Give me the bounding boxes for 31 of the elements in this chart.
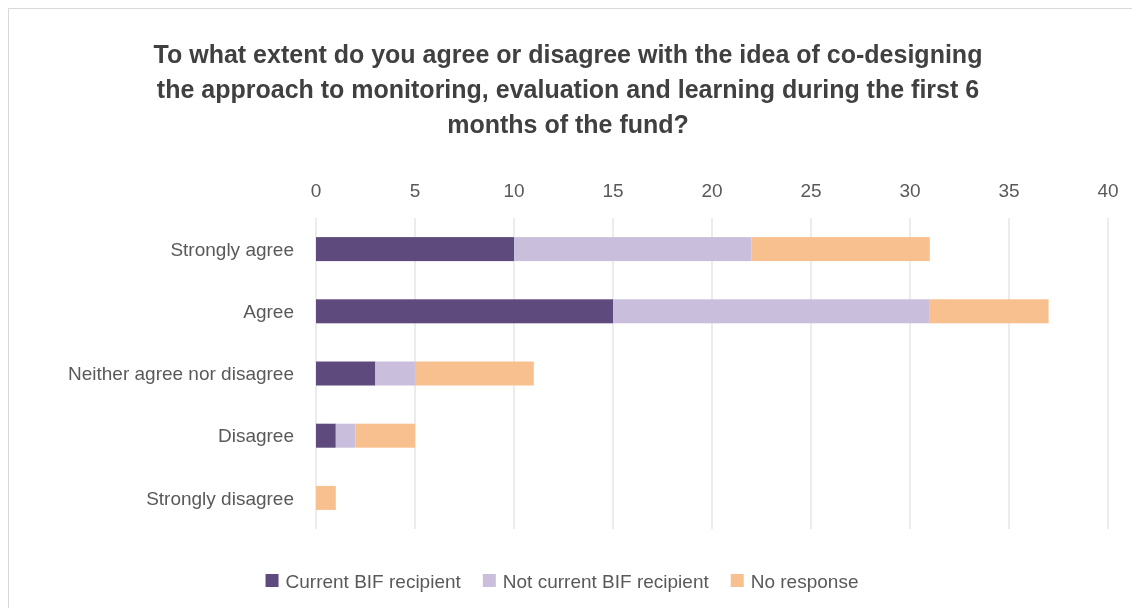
y-tick-label: Agree bbox=[243, 300, 294, 322]
bar bbox=[415, 361, 534, 386]
bar bbox=[355, 423, 415, 448]
x-tick-label: 40 bbox=[1097, 180, 1119, 201]
bar bbox=[375, 361, 415, 386]
bar bbox=[316, 485, 336, 510]
legend-label: Not current BIF recipient bbox=[502, 570, 710, 592]
y-tick-label: Neither agree nor disagree bbox=[67, 363, 294, 385]
bar bbox=[316, 299, 613, 324]
legend-label: Current BIF recipient bbox=[285, 570, 462, 592]
y-tick-label: Disagree bbox=[217, 425, 294, 447]
legend-label: No response bbox=[750, 570, 859, 592]
y-tick-label: Strongly disagree bbox=[146, 487, 294, 509]
bar bbox=[335, 423, 356, 448]
bar bbox=[316, 237, 514, 262]
bar bbox=[316, 361, 376, 386]
x-tick-label: 30 bbox=[899, 180, 921, 201]
x-tick-label: 20 bbox=[701, 180, 723, 201]
x-tick-label: 25 bbox=[800, 180, 822, 201]
x-tick-label: 35 bbox=[998, 180, 1020, 201]
x-tick-label: 0 bbox=[310, 180, 322, 201]
bar bbox=[751, 237, 930, 262]
x-tick-label: 5 bbox=[409, 180, 421, 201]
x-tick-label: 15 bbox=[602, 180, 624, 201]
chart-title: To what extent do you agree or disagree with the idea of co-designing the approach to monitoring, evaluation and learning during the first 6 months of the fund? bbox=[153, 40, 983, 138]
bar bbox=[929, 299, 1049, 324]
bar bbox=[514, 237, 752, 262]
bar bbox=[613, 299, 930, 324]
y-tick-label: Strongly agree bbox=[170, 238, 294, 260]
bar bbox=[316, 423, 336, 448]
x-tick-label: 10 bbox=[503, 180, 525, 201]
